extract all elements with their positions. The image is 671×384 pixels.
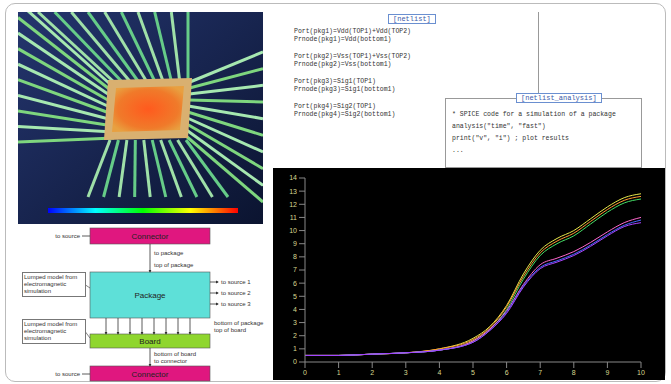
svg-text:12: 12 — [289, 201, 297, 208]
svg-text:bottom of board: bottom of board — [154, 351, 196, 357]
html-text:Port(pkg1)=Vdd(TOP1)+Vdd(TOP2): Port(pkg1)=Vdd(TOP1)+Vdd(TOP2) — [294, 28, 411, 35]
svg-text:13: 13 — [289, 188, 297, 195]
svg-text:to source 1: to source 1 — [221, 279, 251, 285]
svg-text:Connector: Connector — [132, 232, 169, 241]
html-text:Port(pkg4)=Sig2(TOP1): Port(pkg4)=Sig2(TOP1) — [294, 103, 376, 110]
html-text:print("v", "i") ; plot results: print("v", "i") ; plot results — [452, 135, 569, 142]
html-text:Lumped model from electromagne: Lumped model from electromagnetic simula… — [24, 274, 78, 294]
svg-text:6: 6 — [505, 369, 509, 376]
svg-text:1: 1 — [293, 345, 297, 352]
svg-text:Connector: Connector — [132, 370, 169, 379]
svg-text:Package: Package — [134, 291, 166, 300]
svg-text:11: 11 — [290, 214, 297, 221]
svg-text:10: 10 — [637, 369, 645, 376]
svg-text:top of package: top of package — [154, 262, 194, 268]
svg-text:9: 9 — [605, 369, 609, 376]
svg-text:to source 3: to source 3 — [221, 301, 251, 307]
svg-text:2: 2 — [370, 369, 374, 376]
html-text:* SPICE code for a simulation: * SPICE code for a simulation of a packa… — [452, 111, 616, 118]
svg-text:6: 6 — [293, 280, 297, 287]
svg-text:8: 8 — [293, 253, 297, 260]
svg-text:3: 3 — [293, 319, 297, 326]
svg-text:0: 0 — [293, 358, 297, 365]
svg-text:2: 2 — [293, 332, 297, 339]
svg-text:4: 4 — [293, 306, 297, 313]
html-text:Prnode(pkg4)=Sig2(bottom1): Prnode(pkg4)=Sig2(bottom1) — [294, 111, 396, 118]
svg-text:0: 0 — [303, 369, 307, 376]
svg-text:5: 5 — [293, 293, 297, 300]
svg-text:14: 14 — [289, 174, 297, 181]
html-text:Prnode(pkg2)=Vss(bottom1): Prnode(pkg2)=Vss(bottom1) — [294, 61, 392, 68]
svg-text:9: 9 — [293, 240, 297, 247]
svg-text:7: 7 — [538, 369, 542, 376]
svg-text:7: 7 — [293, 266, 297, 273]
svg-text:to package: to package — [154, 250, 184, 256]
svg-text:bottom of package: bottom of package — [214, 320, 264, 326]
svg-text:5: 5 — [471, 369, 475, 376]
svg-text:to source: to source — [55, 233, 80, 239]
svg-text:3: 3 — [404, 369, 408, 376]
html-text:Prnode(pkg3)=Sig1(bottom1): Prnode(pkg3)=Sig1(bottom1) — [294, 86, 396, 93]
html-text:[netlist]: [netlist] — [393, 15, 431, 23]
html-text:Port(pkg3)=Sig1(TOP1): Port(pkg3)=Sig1(TOP1) — [294, 78, 376, 85]
html-text:Port(pkg2)=Vss(TOP1)+Vss(TOP2): Port(pkg2)=Vss(TOP1)+Vss(TOP2) — [294, 53, 411, 60]
svg-text:8: 8 — [572, 369, 576, 376]
svg-text:to source 2: to source 2 — [221, 290, 251, 296]
svg-text:to source: to source — [55, 371, 80, 377]
html-text:Prnode(pkg1)=Vdd(bottom1): Prnode(pkg1)=Vdd(bottom1) — [294, 36, 392, 43]
html-text:analysis("time", "fast"): analysis("time", "fast") — [452, 123, 546, 130]
svg-text:to connector: to connector — [154, 358, 187, 364]
svg-text:4: 4 — [437, 369, 441, 376]
svg-text:Board: Board — [139, 337, 160, 346]
html-text:Lumped model from electromagne: Lumped model from electromagnetic simula… — [24, 321, 78, 341]
html-text:[netlist_analysis]: [netlist_analysis] — [521, 94, 597, 102]
svg-text:top of board: top of board — [214, 327, 246, 333]
svg-text:1: 1 — [337, 369, 341, 376]
svg-text:10: 10 — [289, 227, 297, 234]
